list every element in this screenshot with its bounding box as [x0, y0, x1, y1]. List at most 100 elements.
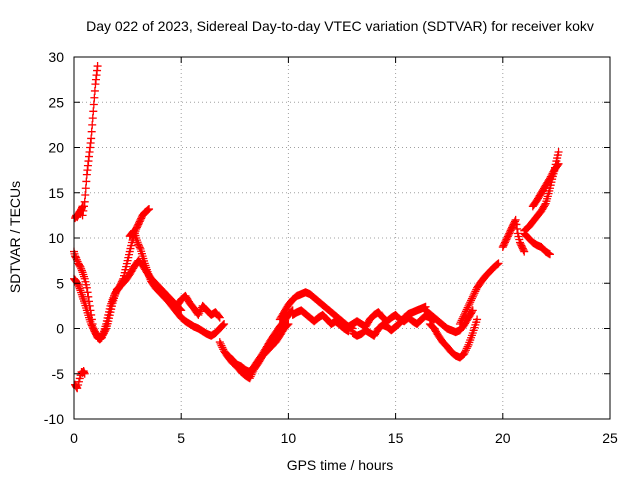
series-arc-a	[70, 205, 154, 344]
y-tick-label: 5	[56, 275, 64, 291]
series-initial-spike	[71, 202, 87, 223]
data-point-marker	[463, 342, 472, 351]
series-rise-18-20	[455, 259, 503, 328]
data-point-marker	[87, 127, 96, 136]
data-point-marker	[79, 270, 88, 279]
y-tick-label: -10	[44, 411, 64, 427]
data-point-marker	[461, 309, 470, 318]
y-tick-labels: -10 -5 0 5 10 15 20 25 30	[44, 49, 64, 427]
data-point-marker	[464, 301, 473, 310]
data-point-marker	[216, 339, 225, 348]
data-point-marker	[554, 159, 563, 168]
data-point-marker	[461, 348, 470, 357]
data-point-marker	[218, 343, 227, 352]
y-tick-label: 20	[48, 140, 64, 156]
x-axis-label: GPS time / hours	[287, 457, 394, 473]
data-point-marker	[519, 246, 528, 255]
x-tick-label: 25	[602, 430, 618, 446]
y-tick-label: 15	[48, 185, 64, 201]
y-axis-label: SDTVAR / TECUs	[7, 181, 23, 293]
data-point-marker	[77, 266, 86, 275]
data-point-marker	[218, 321, 227, 330]
data-point-marker	[456, 318, 465, 327]
data-point-marker	[75, 284, 84, 293]
data-point-marker	[540, 201, 549, 210]
data-point-marker	[459, 312, 468, 321]
x-tick-label: 15	[388, 430, 404, 446]
y-tick-label: 0	[56, 321, 64, 337]
series-late-rise	[520, 148, 563, 235]
data-point-marker	[512, 220, 521, 229]
data-point-marker	[460, 349, 469, 358]
data-point-marker	[493, 260, 502, 269]
data-point-marker	[554, 148, 563, 157]
data-point-marker	[196, 307, 205, 316]
data-point-marker	[80, 369, 89, 378]
y-tick-label: 10	[48, 230, 64, 246]
data-point-marker	[511, 215, 520, 224]
series-low-early	[71, 367, 89, 393]
data-point-marker	[513, 224, 522, 233]
data-points	[70, 62, 563, 393]
data-point-marker	[87, 134, 96, 143]
data-point-marker	[463, 303, 472, 312]
data-point-marker	[77, 288, 86, 297]
data-point-marker	[145, 273, 154, 282]
data-point-marker	[75, 282, 84, 291]
data-point-marker	[80, 197, 89, 206]
data-point-marker	[76, 262, 85, 271]
data-point-marker	[88, 120, 97, 129]
series-dip-7-9-b	[224, 306, 297, 376]
series-arc-b	[70, 256, 186, 342]
data-point-marker	[135, 243, 144, 252]
data-point-marker	[101, 326, 110, 335]
data-point-marker	[219, 320, 228, 329]
data-point-marker	[462, 305, 471, 314]
data-point-marker	[80, 297, 89, 306]
series-early-rise	[78, 62, 102, 220]
data-point-marker	[90, 86, 99, 95]
data-point-marker	[545, 250, 554, 259]
data-point-marker	[77, 264, 86, 273]
y-tick-label: 25	[48, 94, 64, 110]
data-point-marker	[145, 205, 154, 214]
series-late-21-22	[520, 229, 554, 259]
x-tick-label: 20	[495, 430, 511, 446]
data-point-marker	[72, 253, 81, 262]
series-arc-c	[125, 226, 229, 340]
series-ten-to-thirteen-b	[288, 306, 353, 336]
data-point-marker	[473, 315, 482, 324]
data-point-marker	[553, 161, 562, 170]
chart-title: Day 022 of 2023, Sidereal Day-to-day VTE…	[86, 18, 594, 34]
x-tick-labels: 0 5 10 15 20 25	[70, 430, 618, 446]
data-point-marker	[93, 62, 102, 71]
data-point-marker	[494, 259, 503, 268]
data-point-marker	[461, 346, 470, 355]
data-point-marker	[460, 310, 469, 319]
data-point-marker	[465, 300, 474, 309]
data-point-marker	[82, 177, 91, 186]
data-point-marker	[78, 202, 87, 211]
x-tick-label: 5	[177, 430, 185, 446]
data-point-marker	[462, 344, 471, 353]
data-point-marker	[492, 260, 501, 269]
data-point-marker	[471, 287, 480, 296]
data-point-marker	[195, 309, 204, 318]
data-point-marker	[520, 247, 529, 256]
axis-ticks	[73, 56, 611, 420]
x-tick-label: 0	[70, 430, 78, 446]
data-point-marker	[81, 184, 90, 193]
data-point-marker	[461, 307, 470, 316]
x-tick-label: 10	[281, 430, 297, 446]
data-point-marker	[466, 298, 475, 307]
data-point-marker	[82, 283, 91, 292]
data-point-marker	[467, 294, 476, 303]
data-point-marker	[89, 107, 98, 116]
data-point-marker	[214, 312, 223, 321]
data-point-marker	[89, 100, 98, 109]
y-tick-label: 30	[48, 49, 64, 65]
data-point-marker	[74, 281, 83, 290]
data-point-marker	[88, 114, 97, 123]
data-point-marker	[215, 338, 224, 347]
data-point-marker	[467, 296, 476, 305]
